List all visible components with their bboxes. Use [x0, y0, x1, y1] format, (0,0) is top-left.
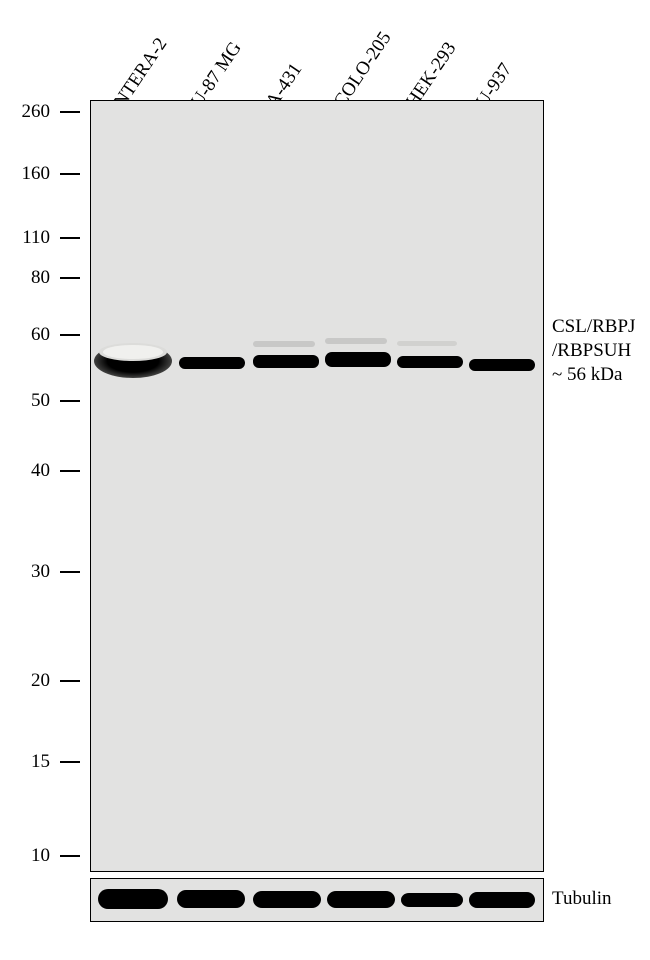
bands-tubulin-svg	[91, 879, 543, 921]
mw-tick-5	[60, 400, 80, 402]
mw-tick-0	[60, 111, 80, 113]
mw-label-2: 110	[10, 227, 50, 249]
lane-labels: NTERA-2 U-87 MG A-431 COLO-205 HEK-293 U…	[0, 0, 650, 100]
target-line3: ~ 56 kDa	[552, 364, 622, 385]
membrane-tubulin	[90, 878, 544, 922]
tubulin-label: Tubulin	[552, 888, 612, 910]
mw-label-8: 20	[10, 670, 50, 692]
mw-tick-1	[60, 173, 80, 175]
mw-label-9: 15	[10, 751, 50, 773]
mw-label-4: 60	[10, 324, 50, 346]
target-line1: CSL/RBPJ	[552, 316, 635, 337]
mw-label-3: 80	[10, 267, 50, 289]
mw-label-7: 30	[10, 561, 50, 583]
mw-tick-7	[60, 571, 80, 573]
mw-tick-3	[60, 277, 80, 279]
mw-label-0: 260	[10, 101, 50, 123]
mw-label-10: 10	[10, 845, 50, 867]
mw-tick-4	[60, 334, 80, 336]
bands-main-svg	[91, 101, 543, 871]
target-label: CSL/RBPJ /RBPSUH ~ 56 kDa	[552, 315, 635, 386]
membrane-main	[90, 100, 544, 872]
target-line2: /RBPSUH	[552, 340, 631, 361]
mw-tick-8	[60, 680, 80, 682]
mw-tick-2	[60, 237, 80, 239]
blot-container: NTERA-2 U-87 MG A-431 COLO-205 HEK-293 U…	[0, 0, 650, 960]
mw-label-5: 50	[10, 390, 50, 412]
mw-label-1: 160	[10, 163, 50, 185]
mw-label-6: 40	[10, 460, 50, 482]
mw-tick-9	[60, 761, 80, 763]
mw-tick-6	[60, 470, 80, 472]
mw-tick-10	[60, 855, 80, 857]
